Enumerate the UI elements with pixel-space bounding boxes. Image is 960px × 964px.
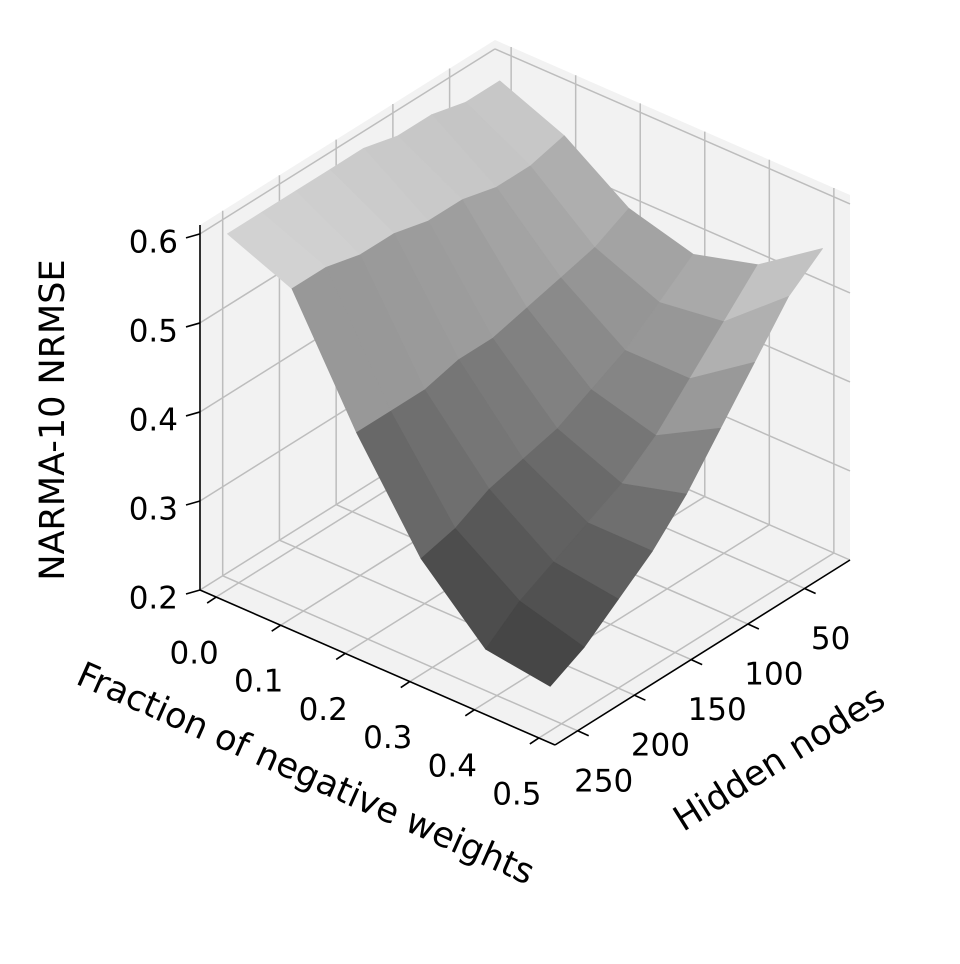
x-tick [529,737,540,745]
z-tick [185,500,201,506]
y-tick [747,623,760,630]
x-tick [335,652,346,661]
y-tick [804,587,816,595]
grid-line [279,539,635,696]
y-axis-line [554,559,851,746]
x-tick-label: 0.5 [492,776,541,812]
x-axis-line [199,589,556,746]
z-axis-title: NARMA-10 NRMSE [33,259,73,580]
z-tick-label: 0.5 [129,313,178,349]
x-tick-label: 0.0 [169,636,218,672]
z-tick [185,233,201,239]
z-tick-label: 0.4 [129,402,178,438]
y-tick [577,730,590,737]
z-tick [185,411,201,417]
y-tick-label: 200 [631,728,690,764]
y-tick [690,658,703,666]
y-tick-label: 250 [574,763,633,799]
z-tick-label: 0.3 [129,491,178,527]
y-tick-label: 50 [811,621,850,657]
z-tick-label: 0.2 [129,581,178,617]
z-tick-label: 0.6 [129,224,178,260]
grid-line [494,48,851,205]
x-tick-label: 0.3 [363,720,412,756]
grid-line [199,48,496,235]
z-tick [185,322,201,328]
x-tick [400,680,411,689]
grid-line [538,552,835,739]
x-tick-label: 0.4 [428,748,477,784]
x-tick-label: 0.2 [299,692,348,728]
grid-line [222,575,578,732]
surface [227,80,823,687]
y-tick-label: 100 [744,657,803,693]
grid-line [473,524,770,711]
z-tick [185,589,201,595]
y-tick [634,694,646,701]
x-tick [271,624,282,632]
x-tick [464,709,475,717]
x-tick-label: 0.1 [234,664,283,700]
surface-quad [485,600,585,687]
y-tick-label: 150 [688,692,747,728]
x-tick [206,596,217,604]
axes: 0.2 0.3 0.4 0.5 0.6 0.0 0.1 0.2 0.3 0.4 0.5 5010015… [129,224,851,812]
